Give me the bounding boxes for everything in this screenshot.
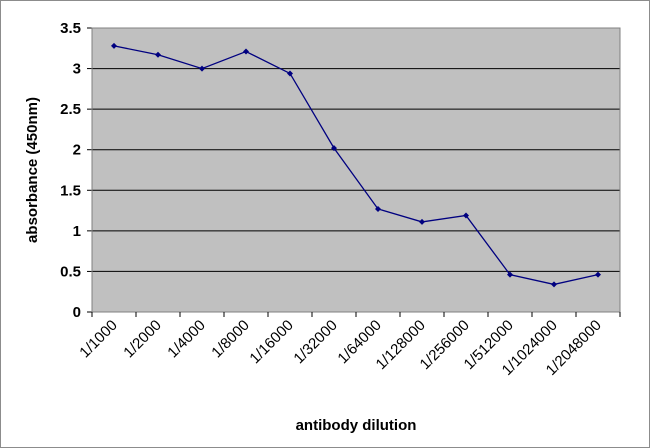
y-tick-labels: 0 0.5 1 1.5 2 2.5 3 3.5 — [60, 20, 81, 321]
y-tick-label: 3.5 — [60, 20, 81, 37]
series-line — [113, 45, 599, 286]
y-tick-label: 0.5 — [60, 263, 81, 280]
x-tick-label: 1/1000 — [76, 317, 120, 361]
x-tick-label: 1/16000 — [246, 317, 296, 367]
data-point — [507, 271, 513, 278]
data-point — [331, 145, 337, 152]
data-point — [375, 205, 381, 212]
y-tick-label: 3 — [73, 61, 81, 78]
y-tick-label: 0 — [73, 304, 81, 321]
y-tick-label: 2.5 — [60, 101, 81, 118]
data-point — [463, 212, 469, 219]
data-point — [551, 281, 557, 288]
axes — [87, 27, 621, 317]
y-tick-label: 1 — [73, 223, 81, 240]
y-tick-label: 2 — [73, 142, 81, 159]
x-tick-label: 1/4000 — [164, 317, 208, 361]
data-point — [111, 42, 117, 49]
x-tick-labels: 1/1000 1/2000 1/4000 1/80001/160001/320001/… — [76, 317, 604, 379]
x-tick-label: 1/2000 — [120, 317, 164, 361]
data-point — [155, 51, 161, 58]
y-axis-title: absorbance (450nm) — [24, 97, 41, 243]
x-tick-label: 1/32000 — [290, 317, 340, 367]
data-point — [287, 70, 293, 77]
data-point — [595, 271, 601, 278]
series-group — [111, 42, 601, 288]
x-axis-title: antibody dilution — [296, 417, 417, 434]
data-point — [243, 48, 249, 55]
y-tick-label: 1.5 — [60, 182, 81, 199]
data-point — [419, 218, 425, 225]
plot-area — [92, 28, 620, 312]
data-point — [199, 65, 205, 72]
